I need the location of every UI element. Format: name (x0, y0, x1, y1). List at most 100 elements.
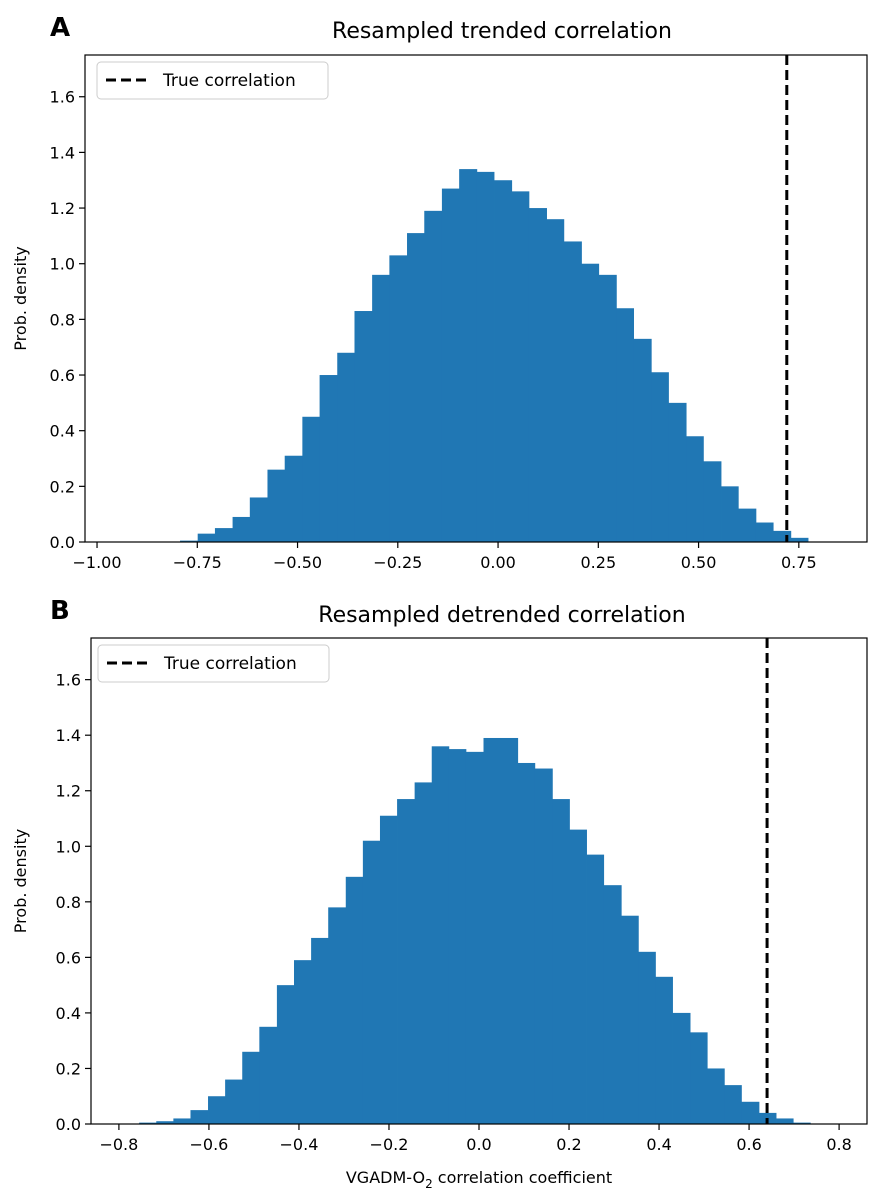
histogram-bar (319, 375, 338, 542)
panel-b-x-label-suffix: correlation coefficient (433, 1168, 612, 1187)
histogram-bar (581, 263, 600, 542)
panel-a-y-axis: 0.0 0.2 0.4 0.6 0.8 1.0 1.2 1.4 1.6 (50, 88, 85, 552)
histogram-bar (500, 737, 519, 1124)
histogram-bar (517, 762, 536, 1124)
histogram-bar (790, 537, 809, 542)
panel-a-legend: True correlation (96, 61, 329, 100)
histogram-bar (776, 1118, 794, 1124)
histogram-bar (249, 497, 268, 542)
histogram-bar (156, 1121, 174, 1124)
histogram-bar (703, 461, 722, 542)
histogram-bar (616, 308, 634, 542)
histogram-bar (407, 233, 425, 542)
x-tick-label: 0.75 (781, 553, 817, 572)
panel-a-y-label: Prob. density (11, 246, 30, 350)
panel-a-letter: A (50, 13, 70, 43)
histogram-bar (337, 352, 355, 542)
histogram-bar (294, 960, 312, 1124)
panel-a-plot-frame (84, 54, 868, 543)
histogram-bar (459, 169, 478, 542)
histogram-bar (354, 311, 373, 542)
panel-b-letter: B (50, 596, 70, 626)
histogram-bar (603, 885, 622, 1124)
y-tick-label: 0.2 (50, 477, 75, 496)
y-tick-label: 0.8 (56, 893, 81, 912)
y-tick-label: 1.4 (50, 143, 75, 162)
histogram-bar (638, 951, 656, 1124)
panel-b-bars (139, 737, 811, 1124)
histogram-bar (397, 799, 416, 1124)
histogram-bar (672, 1012, 691, 1124)
histogram-bar (389, 255, 408, 542)
x-tick-label: −0.6 (190, 1135, 229, 1154)
x-tick-label: 0.2 (556, 1135, 581, 1154)
histogram-bar (707, 1068, 725, 1124)
panel-b-x-label: VGADM-O2 correlation coefficient (346, 1168, 612, 1191)
x-tick-label: −0.25 (373, 553, 422, 572)
y-tick-label: 0.4 (56, 1004, 81, 1023)
histogram-bar (242, 1051, 260, 1124)
x-tick-label: 0.0 (466, 1135, 491, 1154)
histogram-bar (546, 219, 565, 542)
histogram-bar (721, 486, 739, 542)
x-tick-label: −0.2 (370, 1135, 409, 1154)
x-tick-label: −0.4 (280, 1135, 319, 1154)
histogram-bar (633, 338, 652, 542)
histogram-bar (448, 749, 467, 1124)
panel-b-legend: True correlation (97, 644, 330, 683)
x-tick-label: −0.75 (173, 553, 222, 572)
panel-b-title: Resampled detrended correlation (318, 603, 685, 628)
panel-a-legend-label: True correlation (162, 71, 296, 91)
panel-a-title: Resampled trended correlation (332, 19, 672, 44)
x-tick-label: 0.4 (646, 1135, 671, 1154)
y-tick-label: 1.2 (56, 782, 81, 801)
histogram-bar (476, 171, 495, 542)
histogram-bar (569, 829, 587, 1124)
histogram-bar (494, 180, 513, 543)
panel-b-y-label: Prob. density (11, 829, 30, 933)
histogram-bar (755, 522, 774, 542)
panel-b-legend-label: True correlation (163, 654, 297, 674)
x-tick-label: −0.50 (273, 553, 322, 572)
y-tick-label: 0.8 (50, 310, 75, 329)
x-tick-label: 0.8 (826, 1135, 851, 1154)
histogram-bar (534, 768, 553, 1124)
y-tick-label: 0.2 (56, 1059, 81, 1078)
histogram-bar (441, 188, 460, 542)
x-tick-label: 0.50 (681, 553, 717, 572)
histogram-bar (511, 191, 530, 543)
y-tick-label: 1.6 (56, 671, 81, 690)
panel-b-x-label-subscript: 2 (425, 1177, 433, 1191)
panel-a-legend-box (96, 61, 329, 100)
histogram-bar (655, 976, 673, 1124)
histogram-bar (267, 469, 286, 542)
histogram-bar (483, 737, 501, 1124)
histogram-bar (431, 746, 450, 1124)
histogram-bar (414, 782, 433, 1124)
x-tick-label: −0.8 (99, 1135, 138, 1154)
histogram-bar (173, 1118, 191, 1124)
panel-a-bars (180, 169, 809, 543)
x-tick-label: 0.25 (581, 553, 617, 572)
y-tick-label: 0.6 (56, 948, 81, 967)
panel-a-x-axis: −1.00 −0.75 −0.50 −0.25 0.00 0.25 0.50 0.75 (73, 542, 817, 572)
panel-a: A Resampled trended correlation 0.0 0.2 0.… (11, 13, 868, 572)
x-tick-label: 0.00 (480, 553, 516, 572)
panel-b-legend-box (97, 644, 330, 683)
y-tick-label: 1.0 (56, 837, 81, 856)
histogram-bar (690, 1032, 708, 1124)
histogram-bar (773, 530, 792, 542)
y-tick-label: 0.0 (50, 533, 75, 552)
histogram-bar (621, 915, 639, 1124)
histogram-bar (225, 1079, 243, 1124)
panel-b-x-axis: −0.8 −0.6 −0.4 −0.2 0.0 0.2 0.4 0.6 0.8 (99, 1124, 852, 1154)
panel-b-y-axis: 0.0 0.2 0.4 0.6 0.8 1.0 1.2 1.4 1.6 (56, 671, 91, 1134)
histogram-bar (552, 799, 570, 1124)
histogram-bar (259, 1026, 278, 1124)
histogram-bar (328, 907, 347, 1124)
histogram-bar (302, 416, 320, 542)
histogram-bar (528, 208, 547, 542)
x-tick-label: 0.6 (736, 1135, 761, 1154)
x-tick-label: −1.00 (73, 553, 122, 572)
